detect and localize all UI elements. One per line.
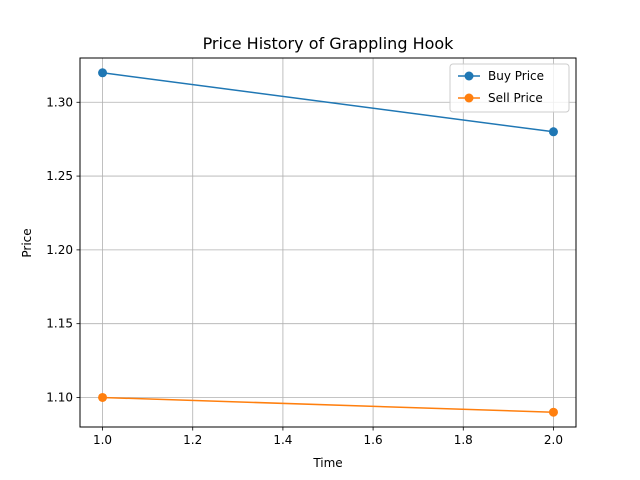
series-1-point [548, 407, 558, 417]
legend: Buy Price Sell Price [449, 63, 570, 113]
x-tick-label: 1.8 [454, 433, 473, 447]
legend-marker-1 [464, 93, 474, 103]
x-tick-label: 1.2 [183, 433, 202, 447]
legend-marker-0 [464, 71, 474, 81]
x-tick-label: 2.0 [544, 433, 563, 447]
y-tick-label: 1.30 [46, 95, 73, 109]
y-tick-label: 1.20 [46, 243, 73, 257]
legend-label-0: Buy Price [488, 69, 544, 83]
series-1-point [98, 392, 108, 402]
y-tick-label: 1.15 [46, 317, 73, 331]
x-tick-label: 1.4 [273, 433, 292, 447]
y-tick-label: 1.25 [46, 169, 73, 183]
y-tick-label: 1.10 [46, 390, 73, 404]
series-line-1 [102, 396, 554, 413]
series-layer [98, 68, 558, 417]
series-line-0 [102, 72, 554, 133]
plot-frame [79, 57, 577, 428]
series-0-point [98, 68, 108, 78]
x-tick-label: 1.6 [364, 433, 383, 447]
x-axis-label: Time [312, 456, 342, 470]
x-tick-label: 1.0 [93, 433, 112, 447]
chart-title: Price History of Grappling Hook [203, 34, 455, 53]
y-axis-label: Price [20, 228, 34, 257]
series-0-point [548, 127, 558, 137]
legend-label-1: Sell Price [488, 91, 543, 105]
axis-ticks: 1.0 1.2 1.4 1.6 1.8 2.0 1.10 1.15 1.20 1.25 1.30 [46, 95, 563, 447]
